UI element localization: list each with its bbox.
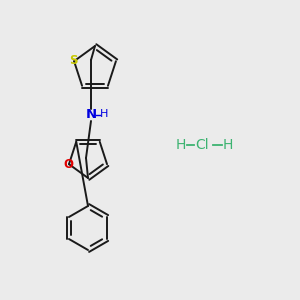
Text: N: N: [85, 109, 97, 122]
Text: O: O: [63, 158, 73, 171]
Text: H: H: [100, 109, 108, 119]
Text: Cl: Cl: [195, 138, 208, 152]
Text: H: H: [223, 138, 233, 152]
Text: S: S: [69, 54, 77, 67]
Text: H: H: [176, 138, 186, 152]
